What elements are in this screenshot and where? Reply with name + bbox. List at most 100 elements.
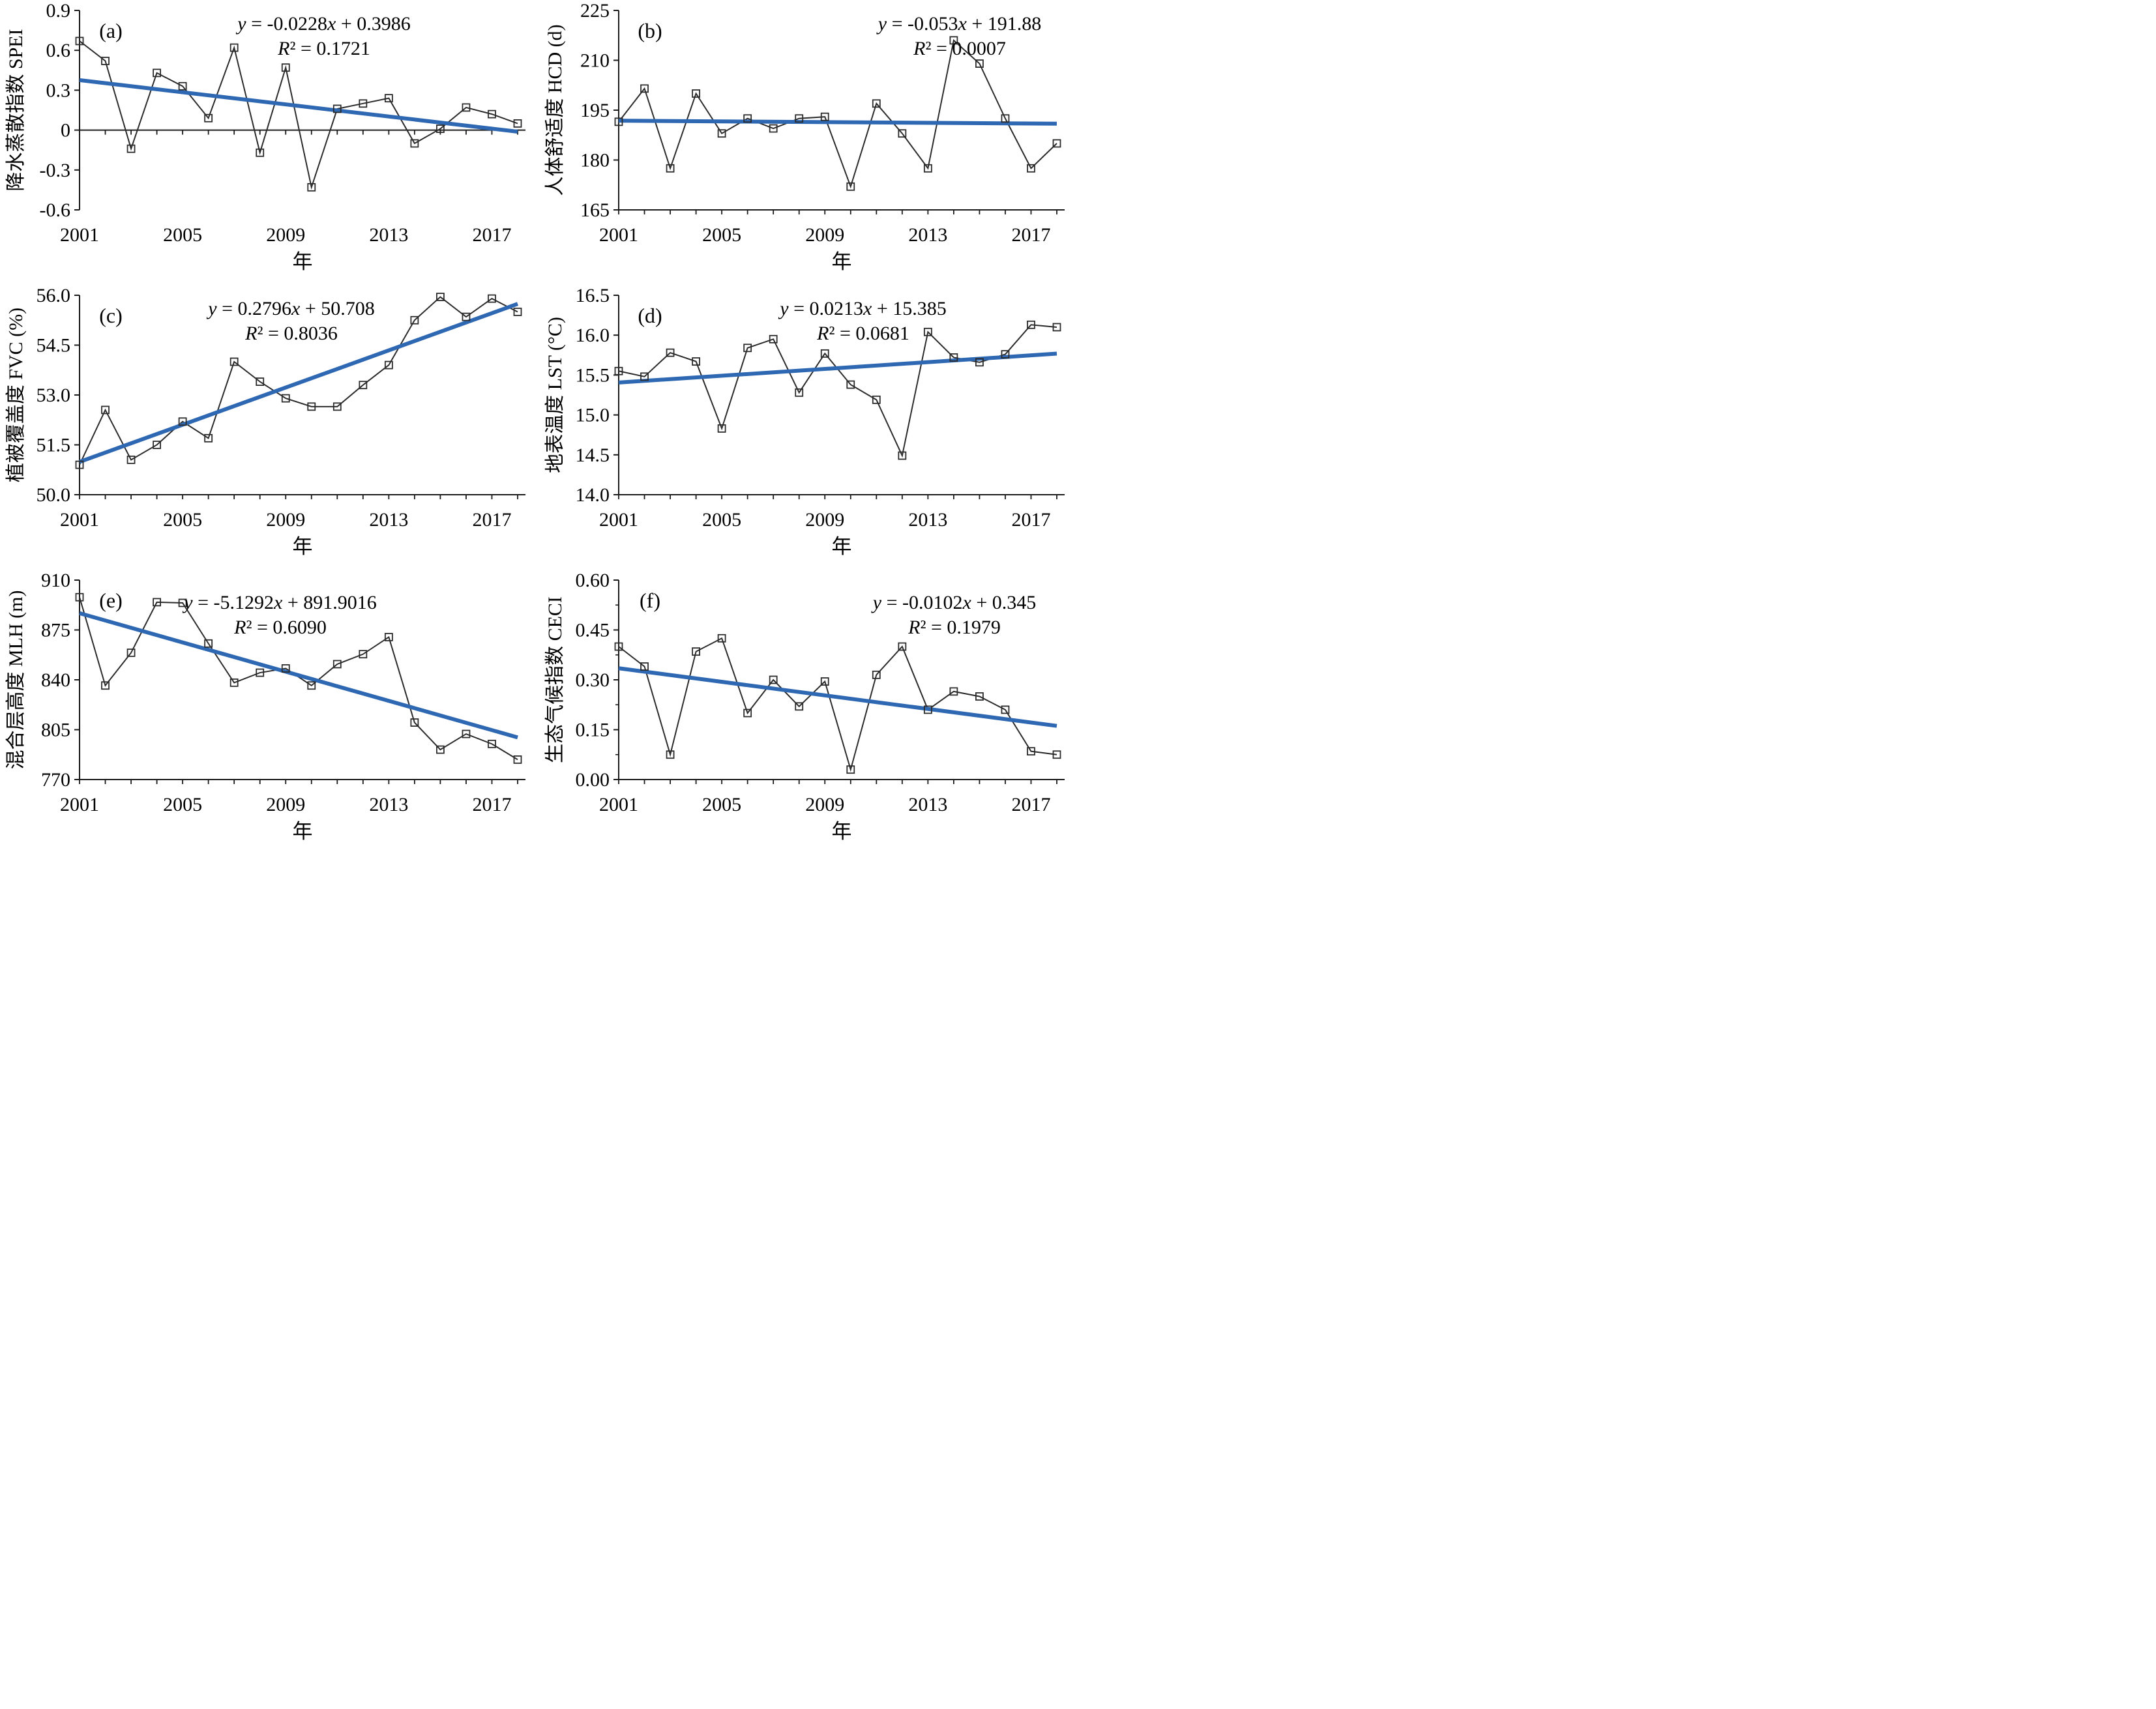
x-tick-label: 2013: [908, 509, 947, 531]
data-marker: [795, 702, 804, 711]
data-marker: [126, 456, 136, 464]
data-marker: [332, 104, 342, 113]
trend-line: [618, 351, 1057, 385]
x-tick-label: 2009: [805, 794, 844, 815]
data-marker: [640, 84, 649, 93]
y-tick-label: 195: [580, 100, 610, 121]
data-marker: [436, 745, 445, 754]
x-axis-title: 年: [832, 820, 852, 843]
x-tick-label: 2009: [805, 224, 844, 246]
data-marker: [307, 402, 316, 411]
trend-line: [78, 302, 519, 464]
x-tick-label: 2013: [369, 224, 408, 246]
data-marker: [898, 129, 907, 138]
data-marker: [178, 81, 187, 91]
six-panel-trend-figure: 0.9 0.6 0.3 0 -0.3 -0.6 2001 2005 2009 2013 2017 年降…: [0, 0, 1078, 854]
y-tick-label: 210: [580, 50, 610, 72]
y-tick-label: 16.0: [576, 325, 610, 346]
data-marker: [256, 668, 265, 677]
y-tick-label: 910: [41, 570, 70, 591]
x-tick-label: 2005: [702, 224, 741, 246]
data-marker: [488, 739, 496, 748]
data-marker: [820, 349, 829, 358]
panel-e-chart: 910 875 840 805 770 2001 2005 2009 2013 2017 年 混合层高…: [5, 570, 525, 843]
panel-a-chart: 0.9 0.6 0.3 0 -0.3 -0.6 2001 2005 2009 2013 2017 年 降…: [5, 0, 525, 273]
data-marker: [462, 729, 471, 738]
x-tick-label: 2005: [163, 509, 202, 531]
x-axis-title: 年: [293, 820, 313, 843]
panel-d-chart: 16.5 16.0 15.5 15.0 14.5 14.0 2001 2005 2009 2013…: [544, 285, 1065, 558]
data-marker: [513, 308, 522, 316]
data-marker: [204, 113, 213, 123]
data-marker: [717, 424, 726, 433]
x-tick-label: 2009: [266, 224, 305, 246]
trend-equation: y = -5.1292x + 891.9016: [182, 592, 377, 613]
r-squared: R² = 0.1721: [277, 38, 370, 59]
y-axis-title: 地表温度 LST (°C): [544, 317, 566, 473]
x-tick-label: 2001: [599, 509, 638, 531]
panel-e: 910 875 840 805 770 2001 2005 2009 2013 2017 年 混合层高…: [0, 570, 539, 854]
x-tick-label: 2013: [908, 794, 947, 815]
data-marker: [488, 294, 496, 303]
data-marker: [1027, 320, 1035, 329]
data-marker: [1001, 705, 1010, 714]
data-marker: [436, 124, 445, 133]
data-marker: [410, 315, 419, 325]
data-marker: [229, 43, 239, 52]
x-axis-title: 年: [293, 535, 313, 558]
data-marker: [410, 139, 419, 148]
panel-c-chart: 56.0 54.5 53.0 51.5 50.0 2001 2005 2009 2013 2017…: [5, 285, 525, 558]
panel-letter: (a): [99, 19, 123, 42]
panel-letter: (d): [638, 304, 662, 327]
data-marker: [384, 633, 393, 641]
panel-f-chart: 0.60 0.45 0.30 0.15 0.00 2001 2005 2009 2013 2017…: [544, 570, 1065, 843]
data-marker: [820, 677, 829, 686]
data-marker: [743, 708, 752, 718]
x-tick-label: 2005: [163, 224, 202, 246]
data-marker: [513, 119, 522, 128]
data-marker: [513, 755, 522, 764]
trend-equation: y = -0.0102x + 0.345: [871, 592, 1037, 613]
data-marker: [872, 670, 881, 679]
data-marker: [975, 692, 984, 701]
data-marker: [614, 117, 623, 126]
x-axis-title: 年: [832, 250, 852, 273]
r-squared: R² = 0.8036: [244, 323, 338, 344]
y-tick-label: 875: [41, 620, 70, 641]
x-tick-label: 2005: [702, 509, 741, 531]
panel-d: 16.5 16.0 15.5 15.0 14.5 14.0 2001 2005 2009 2013…: [539, 285, 1078, 570]
y-axis-title: 降水蒸散指数 SPEI: [5, 29, 27, 191]
trend-line: [79, 611, 518, 740]
x-tick-label: 2017: [1011, 794, 1050, 815]
data-line: [79, 40, 518, 190]
panel-b: 225 210 195 180 165 2001 2005 2009 2013 2017 年 人体舒适…: [539, 0, 1078, 285]
panel-b-chart: 225 210 195 180 165 2001 2005 2009 2013 2017 年 人体舒适…: [544, 0, 1065, 273]
data-marker: [153, 68, 161, 78]
data-marker: [410, 718, 419, 727]
x-tick-label: 2013: [908, 224, 947, 246]
data-marker: [692, 357, 700, 366]
y-tick-label: 0.60: [576, 570, 610, 591]
data-line: [618, 324, 1057, 458]
y-tick-label: 0.6: [46, 40, 71, 61]
x-tick-label: 2017: [472, 224, 511, 246]
y-tick-label: 0.3: [46, 80, 71, 101]
x-axis-title: 年: [832, 535, 852, 558]
data-marker: [229, 357, 239, 366]
data-marker: [488, 110, 496, 119]
r-squared: R² = 0.0007: [913, 38, 1006, 59]
data-marker: [1001, 350, 1010, 358]
y-tick-label: 840: [41, 669, 70, 691]
x-tick-label: 2013: [369, 794, 408, 815]
data-marker: [949, 36, 958, 45]
x-tick-label: 2009: [266, 509, 305, 531]
panel-f: 0.60 0.45 0.30 0.15 0.00 2001 2005 2009 2013 2017…: [539, 570, 1078, 854]
x-tick-label: 2017: [1011, 509, 1050, 531]
data-marker: [898, 451, 907, 460]
data-marker: [359, 99, 368, 108]
data-marker: [717, 129, 726, 138]
data-marker: [923, 327, 932, 336]
x-tick-label: 2013: [369, 509, 408, 531]
data-marker: [1027, 164, 1035, 173]
panel-c: 56.0 54.5 53.0 51.5 50.0 2001 2005 2009 2013 2017…: [0, 285, 539, 570]
